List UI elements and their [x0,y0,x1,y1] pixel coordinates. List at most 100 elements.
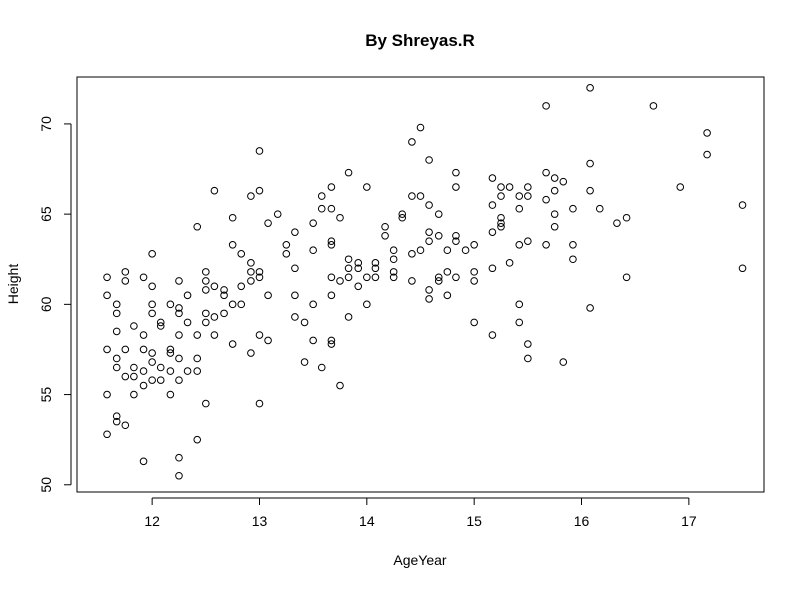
data-point [363,183,371,191]
data-point [210,186,219,195]
data-point [175,376,183,384]
x-tick-label: 15 [466,513,482,529]
data-point [317,363,326,372]
data-point [416,123,425,132]
data-point [497,222,505,231]
data-point [398,213,407,222]
data-point [139,381,148,390]
data-point [515,192,524,200]
data-point [381,222,389,231]
data-point [542,195,550,204]
data-point [220,291,228,300]
data-point [344,313,353,321]
data-point [309,336,317,345]
data-point [497,219,505,227]
data-point [327,291,336,300]
data-point [300,318,309,327]
data-point [148,282,156,291]
data-point [309,219,317,227]
data-point [228,241,237,249]
data-point [228,213,237,222]
data-point [183,291,192,300]
data-point [738,264,747,273]
data-point [327,237,336,245]
data-point [425,156,433,164]
x-tick-label: 16 [574,513,590,529]
data-point [220,286,228,294]
data-point [470,318,478,327]
data-point [237,282,246,291]
data-points [103,84,747,480]
x-axis: 12 13 14 15 16 17 [144,497,697,529]
data-point [622,213,631,222]
data-point [336,213,344,222]
data-point [363,273,371,282]
data-point [524,354,532,363]
data-point [121,421,130,430]
data-point [452,273,460,282]
data-point [371,259,380,267]
data-point [703,129,711,137]
data-point [461,246,470,255]
data-point [586,159,594,168]
data-point [354,264,363,273]
data-point [550,210,559,218]
data-point [443,268,452,276]
data-point [586,186,594,195]
data-point [569,204,577,213]
data-point [488,331,497,339]
data-point [497,183,505,191]
data-point [291,264,299,273]
data-point [505,259,514,267]
data-point [443,246,452,255]
data-point [175,471,183,480]
data-point [703,150,711,159]
data-point [649,102,658,110]
data-point [139,367,148,375]
data-point [738,201,747,209]
data-point [452,168,460,177]
data-point [139,457,148,466]
data-point [470,277,478,285]
data-point [112,354,121,363]
x-tick-label: 13 [252,513,268,529]
data-point [210,313,219,321]
data-point [247,259,255,267]
y-axis: 50 55 60 65 70 [38,116,72,493]
data-point [202,286,210,294]
data-point [363,300,371,309]
data-point [327,241,336,249]
data-point [344,255,353,264]
data-point [524,192,532,200]
data-point [130,363,138,372]
data-point [488,228,497,236]
data-point [425,228,433,236]
data-point [175,453,183,462]
data-point [237,300,246,309]
data-point [524,237,532,245]
data-point [470,241,478,249]
data-point [291,291,299,300]
data-point [569,241,577,249]
data-point [497,192,505,200]
data-point [166,345,175,354]
data-point [470,268,478,276]
data-point [156,363,165,372]
data-point [344,264,353,273]
data-point [622,273,631,282]
data-point [202,318,210,327]
data-point [166,390,175,399]
data-point [103,273,111,282]
data-point [139,273,148,282]
data-point [255,273,264,282]
data-point [156,318,165,327]
data-point [488,264,497,273]
y-tick-label: 65 [38,206,54,222]
data-point [497,213,505,222]
data-point [595,204,604,213]
data-point [371,264,380,273]
data-point [264,336,272,345]
data-point [434,273,443,282]
data-point [228,340,237,348]
data-point [247,277,255,285]
